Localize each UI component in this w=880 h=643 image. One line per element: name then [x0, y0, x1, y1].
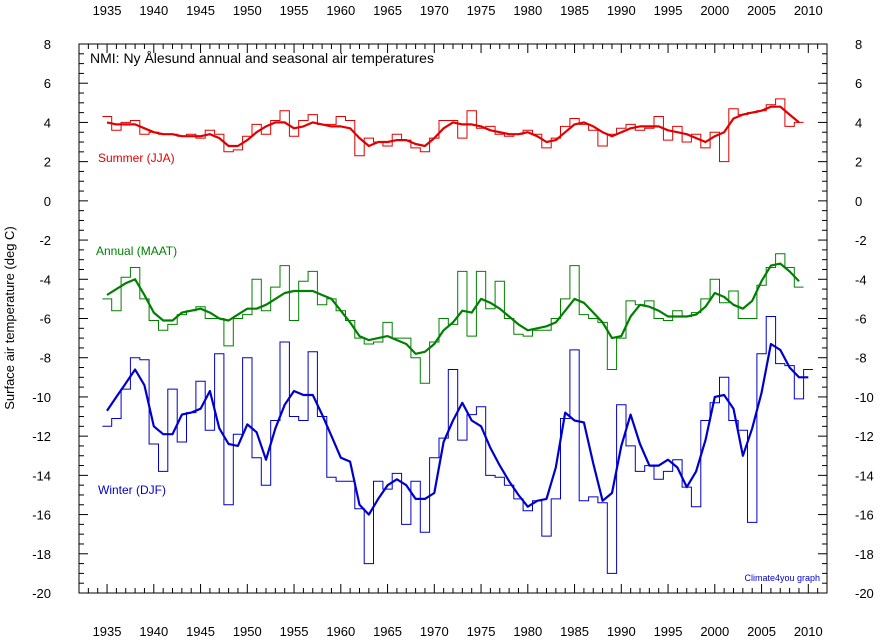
y-tick-label: 6 [855, 76, 862, 91]
smoothed-line [106, 342, 809, 516]
x-tick-label: 1980 [513, 3, 542, 18]
x-tick-label: 1965 [373, 624, 402, 638]
credit-label: Climate4you graph [744, 573, 820, 583]
chart-title: NMI: Ny Ålesund annual and seasonal air … [90, 50, 434, 66]
summer-series-label: Summer (JJA) [98, 151, 175, 165]
y-tick-label: -10 [855, 390, 874, 405]
x-tick-label: 2005 [747, 624, 776, 638]
y-tick-label: 0 [44, 194, 51, 209]
y-tick-label: -2 [39, 233, 51, 248]
y-tick-label: -10 [32, 390, 51, 405]
x-tick-label: 1945 [186, 3, 215, 18]
x-tick-label: 1970 [420, 3, 449, 18]
x-tick-label: 1995 [654, 3, 683, 18]
x-tick-label: 1945 [186, 624, 215, 638]
y-tick-label: 4 [44, 115, 51, 130]
y-tick-label: -12 [855, 429, 874, 444]
y-tick-label: 0 [855, 194, 862, 209]
y-tick-label: 2 [855, 155, 862, 170]
y-tick-label: -16 [32, 508, 51, 523]
y-tick-label: 2 [44, 155, 51, 170]
y-tick-label: -6 [855, 312, 867, 327]
y-tick-label: -14 [32, 468, 51, 483]
x-tick-label: 1955 [280, 624, 309, 638]
winter-series-label: Winter (DJF) [98, 483, 166, 497]
y-tick-label: -2 [855, 233, 867, 248]
y-tick-label: 4 [855, 115, 862, 130]
x-tick-label: 1980 [513, 624, 542, 638]
x-tick-label: 1970 [420, 624, 449, 638]
annual-step-line [102, 316, 813, 574]
x-tick-label: 1940 [139, 3, 168, 18]
series-1 [102, 253, 804, 384]
x-tick-label: 1990 [607, 624, 636, 638]
y-tick-label: 8 [44, 37, 51, 52]
x-tick-label: 1985 [560, 624, 589, 638]
x-tick-label: 1965 [373, 3, 402, 18]
y-tick-label: -20 [32, 586, 51, 601]
y-tick-label: -16 [855, 508, 874, 523]
y-tick-label: -4 [39, 272, 51, 287]
y-tick-label: 8 [855, 37, 862, 52]
x-tick-label: 1990 [607, 3, 636, 18]
x-tick-label: 1960 [326, 624, 355, 638]
x-tick-label: 1995 [654, 624, 683, 638]
x-tick-label: 1940 [139, 624, 168, 638]
y-tick-label: -18 [855, 547, 874, 562]
y-tick-label: -18 [32, 547, 51, 562]
y-tick-label: -6 [39, 312, 51, 327]
x-tick-label: 2000 [700, 3, 729, 18]
x-tick-label: 2010 [794, 3, 823, 18]
x-tick-label: 1975 [467, 624, 496, 638]
y-tick-label: -8 [855, 351, 867, 366]
y-tick-label: -20 [855, 586, 874, 601]
smoothed-line [106, 105, 800, 148]
plot-frame [78, 43, 828, 594]
annual-series-label: Annual (MAAT) [96, 244, 177, 258]
y-tick-label: -4 [855, 272, 867, 287]
annual-step-line [102, 98, 804, 163]
y-tick-label: 6 [44, 76, 51, 91]
x-tick-label: 2000 [700, 624, 729, 638]
x-tick-label: 1950 [233, 624, 262, 638]
x-tick-label: 2010 [794, 624, 823, 638]
y-tick-label: -14 [855, 468, 874, 483]
x-tick-label: 1975 [467, 3, 496, 18]
series-2 [102, 316, 813, 574]
x-tick-label: 1955 [280, 3, 309, 18]
x-tick-label: 1985 [560, 3, 589, 18]
y-tick-label: -8 [39, 351, 51, 366]
series-0 [102, 98, 804, 163]
smoothed-line [106, 262, 800, 355]
x-tick-label: 2005 [747, 3, 776, 18]
series-group [102, 98, 813, 574]
y-tick-label: -12 [32, 429, 51, 444]
axes: 1935 1935 1940 1940 1945 1945 1950 1950 1955 1955… [32, 3, 874, 639]
x-tick-label: 1960 [326, 3, 355, 18]
x-tick-label: 1935 [93, 3, 122, 18]
y-axis-label: Surface air temperature (deg C) [2, 226, 17, 410]
x-tick-label: 1935 [93, 624, 122, 638]
x-tick-label: 1950 [233, 3, 262, 18]
